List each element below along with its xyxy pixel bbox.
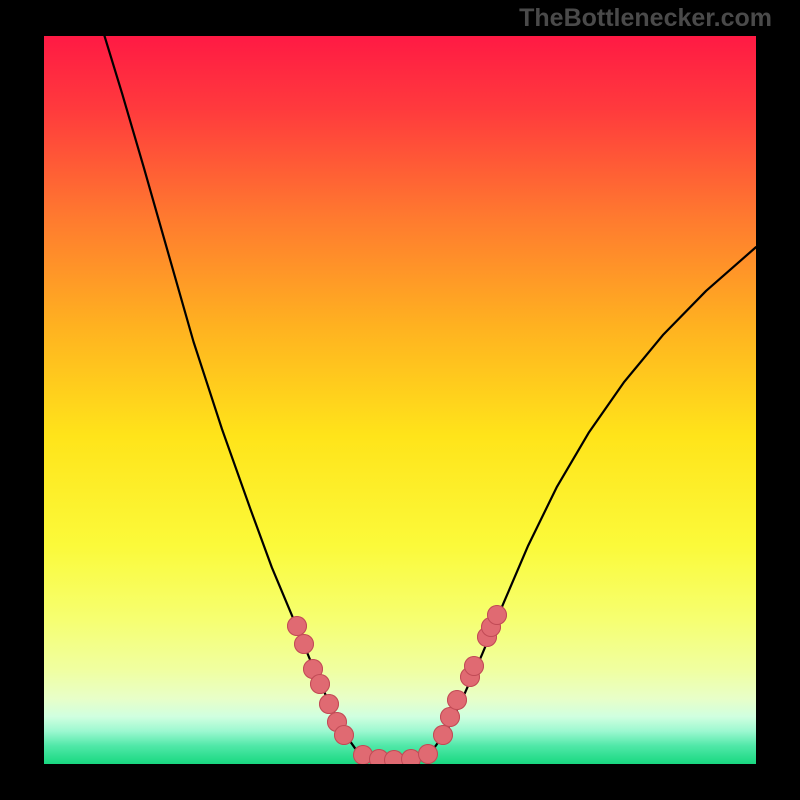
data-marker [418,744,438,764]
data-marker [433,725,453,745]
data-marker [487,605,507,625]
plot-area [44,36,756,764]
bottleneck-curve [44,36,756,764]
watermark-text: TheBottlenecker.com [519,4,772,33]
data-marker [334,725,354,745]
data-marker [447,690,467,710]
data-marker [294,634,314,654]
data-marker [310,674,330,694]
data-marker [464,656,484,676]
data-marker [287,616,307,636]
